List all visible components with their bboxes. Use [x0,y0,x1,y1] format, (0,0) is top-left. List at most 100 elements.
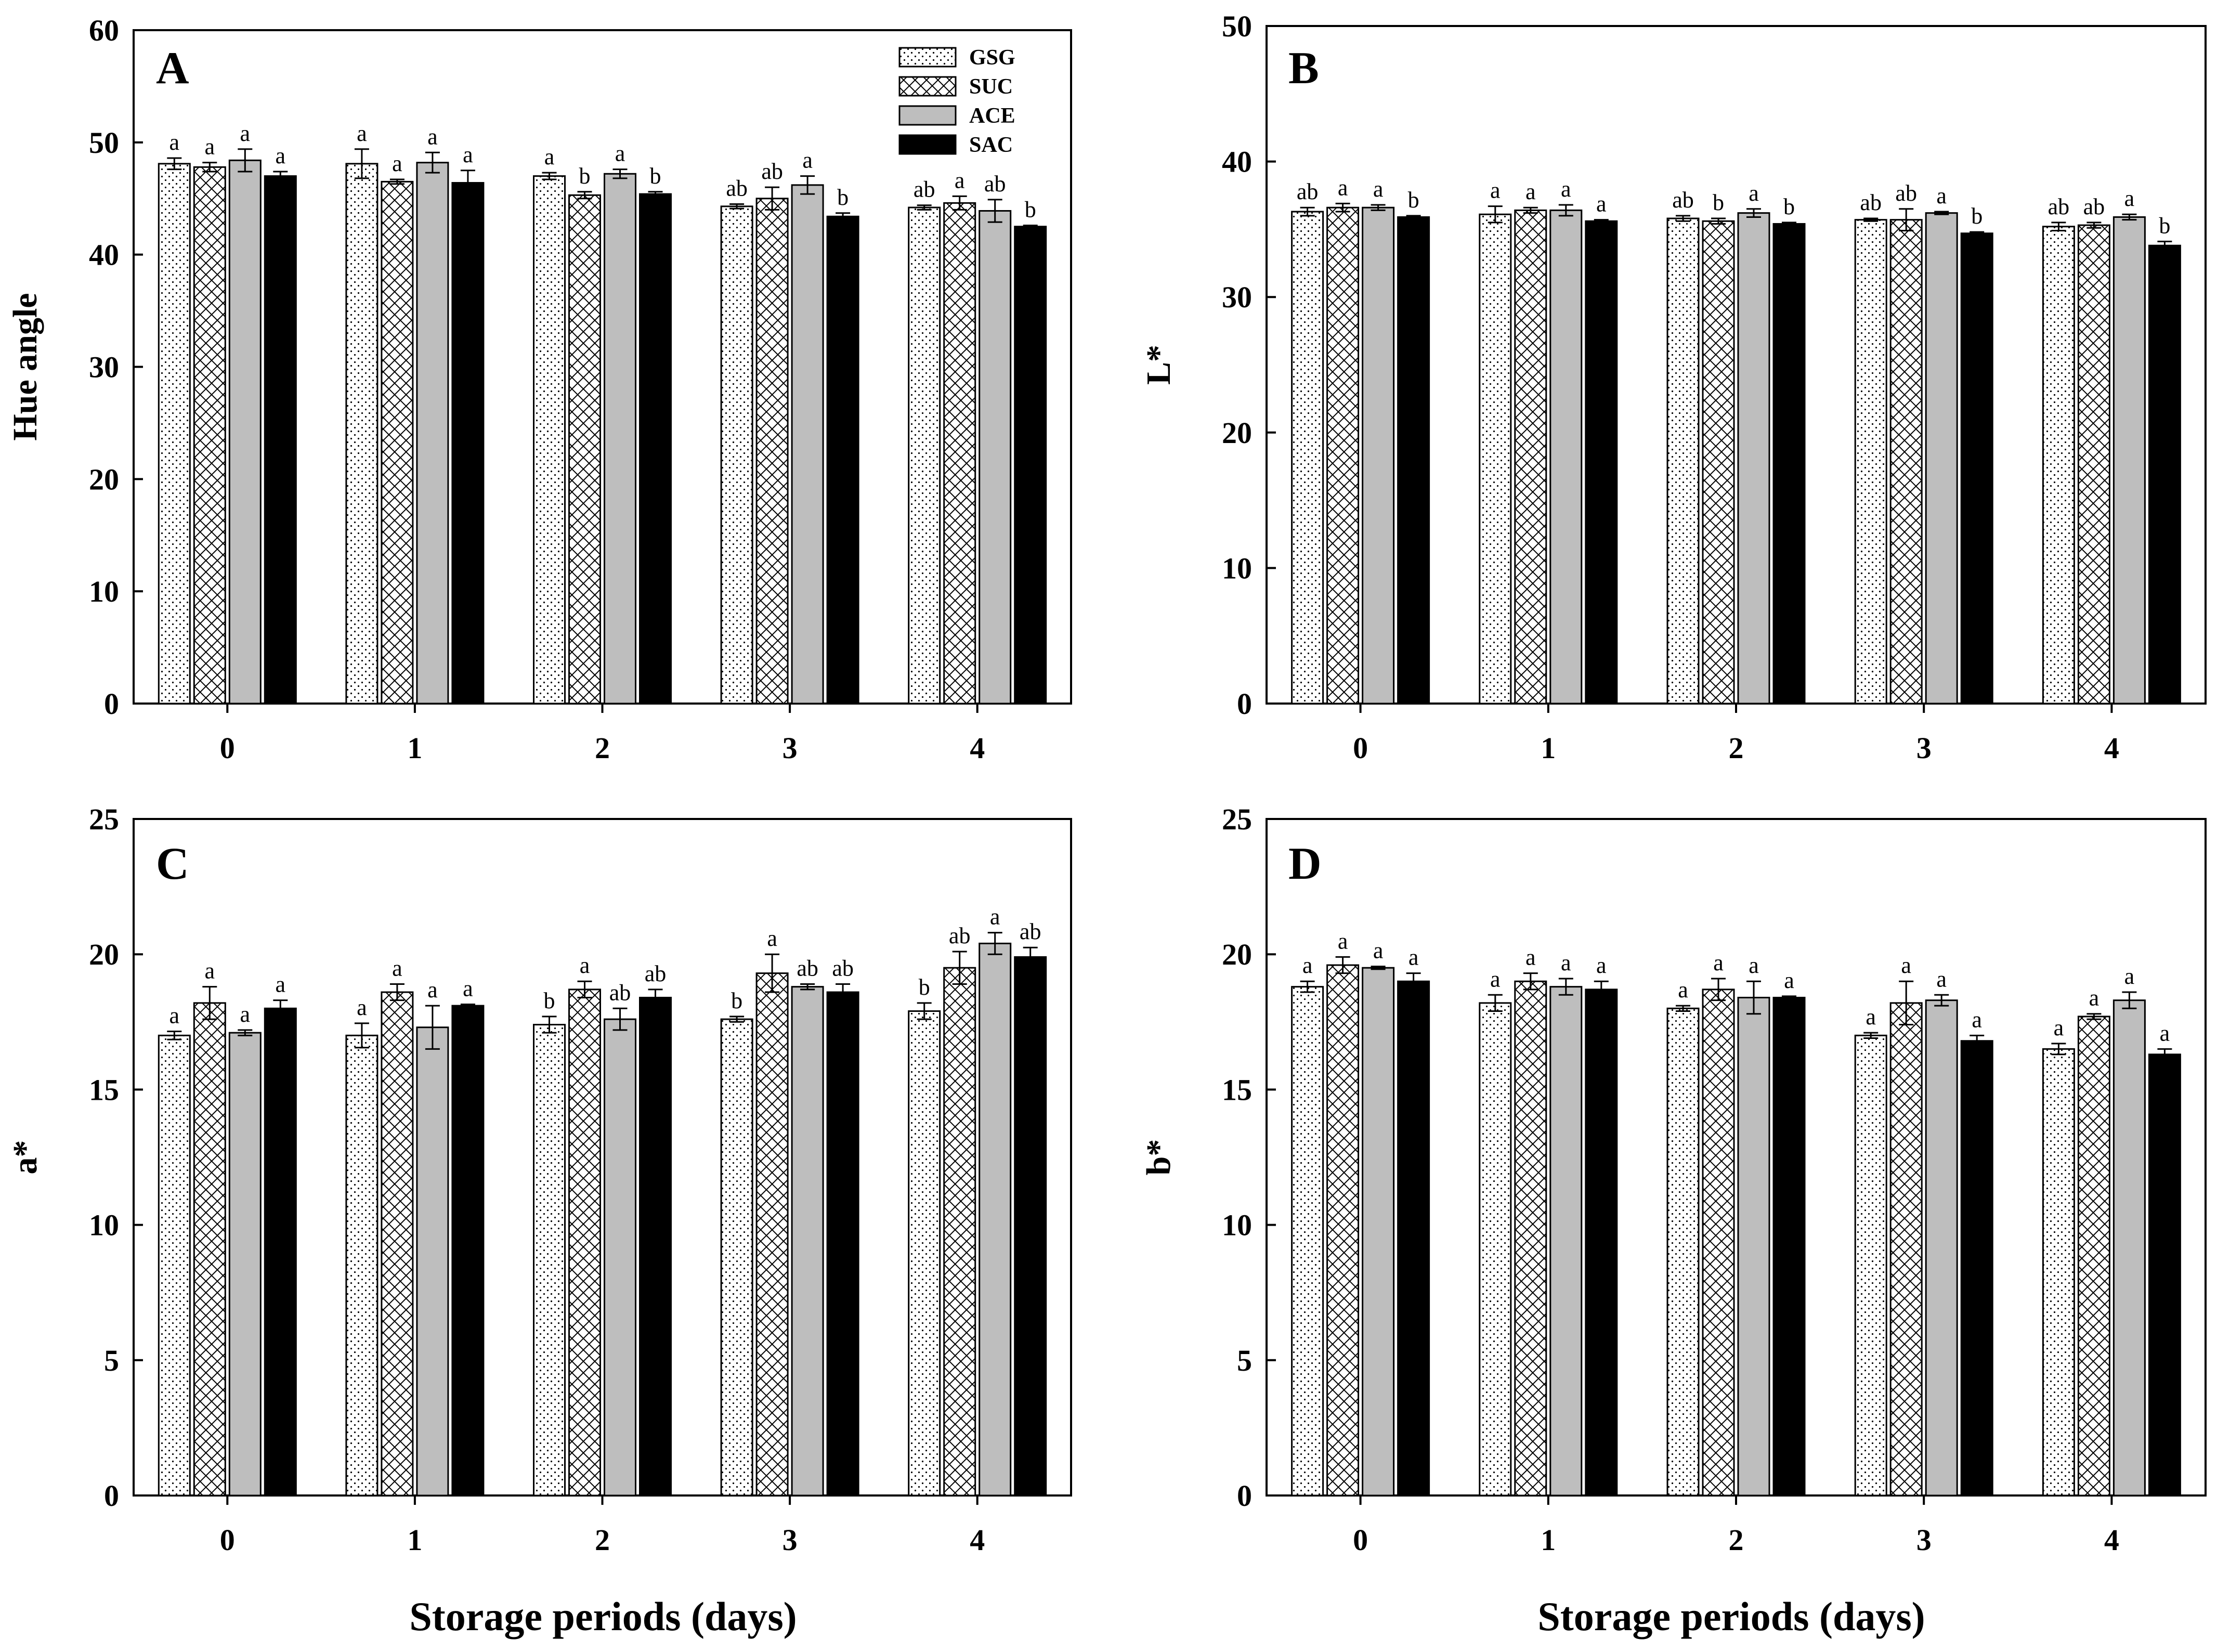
sig-label-d-suc-day2: a [1713,950,1724,975]
error-bar-b-ace-day2 [1746,208,1761,218]
sig-label-b-suc-day4: ab [2083,194,2105,219]
error-bar-d-ace-day3 [1934,994,1949,1007]
x-tick-label-a-0: 0 [220,731,235,765]
bar-a-ace-day0 [228,159,262,705]
sig-label-d-sac-day4: a [2160,1020,2170,1046]
bar-b-ace-day1 [1549,209,1583,705]
bar-d-sac-day2 [1772,996,1806,1497]
error-bar-b-ace-day4 [2122,213,2137,221]
bar-c-suc-day3 [755,972,789,1497]
sig-label-b-ace-day0: a [1373,176,1384,202]
sig-label-a-suc-day1: a [392,151,402,176]
error-bar-d-suc-day3 [1899,980,1914,1026]
error-bar-a-ace-day4 [987,199,1002,223]
error-bar-c-suc-day2 [577,980,592,998]
sig-label-c-ace-day4: a [990,904,1000,930]
error-bar-a-gsg-day2 [542,172,557,180]
y-tick-label-a-1: 10 [89,575,119,608]
error-bar-a-sac-day4 [1023,225,1038,229]
bar-d-gsg-day2 [1666,1007,1700,1497]
bar-c-sac-day4 [1014,956,1047,1497]
bar-b-suc-day0 [1326,206,1360,705]
y-axis-label-c: a* [6,1140,44,1175]
bar-c-ace-day4 [979,942,1012,1497]
sig-label-a-ace-day0: a [240,121,251,146]
panel-letter-a: A [156,43,189,94]
bar-b-gsg-day1 [1479,213,1512,705]
y-tick-label-c-0: 0 [104,1479,119,1513]
error-bar-d-gsg-day3 [1863,1032,1879,1039]
error-bar-c-ace-day4 [987,932,1002,955]
error-bar-a-sac-day1 [460,170,475,196]
bar-c-sac-day2 [639,996,672,1497]
error-bar-b-sac-day4 [2157,240,2172,251]
error-bar-a-ace-day1 [425,151,440,174]
error-bar-a-gsg-day0 [167,157,182,171]
error-bar-d-ace-day2 [1746,980,1761,1015]
error-bar-c-ace-day2 [612,1007,628,1031]
y-tick-label-c-5: 25 [89,802,119,836]
sig-label-a-ace-day4: ab [984,171,1006,197]
legend-swatch-suc [898,76,957,97]
error-bar-b-ace-day3 [1934,211,1949,215]
bar-c-sac-day3 [826,991,859,1497]
error-bar-b-sac-day1 [1594,219,1609,224]
sig-label-b-suc-day3: ab [1895,180,1917,206]
sig-label-d-suc-day0: a [1338,928,1348,954]
y-tick-label-a-0: 0 [104,687,119,721]
bar-d-ace-day3 [1925,999,1958,1497]
error-bar-a-gsg-day3 [729,203,745,210]
error-bar-b-suc-day1 [1523,206,1538,214]
error-bar-b-gsg-day2 [1676,215,1690,222]
bar-c-suc-day0 [193,1002,226,1497]
bar-b-suc-day1 [1514,209,1547,705]
x-tick-label-b-4: 4 [2104,731,2119,765]
error-bar-c-sac-day2 [648,988,663,1007]
error-bar-d-gsg-day1 [1488,994,1503,1012]
x-axis-label-right: Storage periods (days) [1537,1594,1925,1639]
bar-b-ace-day2 [1737,212,1770,705]
error-bar-b-gsg-day1 [1488,205,1503,224]
y-tick-label-b-5: 50 [1222,9,1252,43]
bar-c-sac-day0 [264,1007,297,1497]
legend-swatch-ace [898,105,957,126]
error-bar-b-sac-day0 [1406,215,1421,219]
y-tick-label-c-3: 15 [89,1073,119,1107]
error-bar-b-ace-day0 [1371,204,1386,211]
sig-label-b-sac-day4: b [2159,213,2170,238]
sig-label-d-gsg-day4: a [2054,1015,2064,1040]
y-tick-label-a-6: 60 [89,14,119,47]
bar-a-suc-day3 [755,198,789,705]
error-bar-c-gsg-day4 [917,1002,932,1020]
error-bar-b-gsg-day0 [1300,206,1315,217]
sig-label-c-gsg-day0: a [169,1003,180,1029]
error-bar-a-ace-day3 [800,175,815,195]
bar-a-suc-day0 [193,166,226,705]
bar-c-ace-day2 [604,1018,636,1497]
bar-d-sac-day0 [1397,980,1430,1497]
y-tick-label-d-1: 5 [1237,1344,1252,1377]
bar-a-gsg-day1 [345,163,379,705]
sig-label-b-gsg-day4: ab [2048,194,2070,219]
bar-c-ace-day3 [791,986,824,1497]
error-bar-b-suc-day4 [2086,222,2102,229]
sig-label-d-suc-day1: a [1525,945,1536,970]
sig-label-a-gsg-day2: a [544,144,555,170]
sig-label-d-gsg-day0: a [1302,953,1313,978]
y-axis-label-d: b* [1140,1139,1178,1176]
y-tick-label-c-1: 5 [104,1344,119,1377]
bar-c-gsg-day0 [158,1034,191,1497]
bar-a-sac-day0 [264,175,297,705]
sig-label-c-suc-day3: a [767,926,777,951]
bar-d-suc-day0 [1326,964,1360,1497]
bar-b-gsg-day0 [1291,211,1324,705]
x-tick-label-d-3: 3 [1916,1523,1932,1557]
sig-label-c-sac-day0: a [276,972,286,997]
sig-label-c-suc-day1: a [392,955,402,981]
error-bar-a-suc-day4 [952,195,967,211]
bar-c-sac-day1 [451,1005,485,1497]
bar-b-suc-day2 [1702,220,1735,705]
bar-b-ace-day4 [2112,216,2146,705]
